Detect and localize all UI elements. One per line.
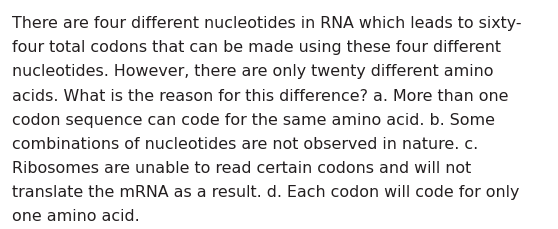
Text: one amino acid.: one amino acid. [12,208,140,223]
Text: translate the mRNA as a result. d. Each codon will code for only: translate the mRNA as a result. d. Each … [12,184,519,199]
Text: Ribosomes are unable to read certain codons and will not: Ribosomes are unable to read certain cod… [12,160,472,175]
Text: There are four different nucleotides in RNA which leads to sixty-: There are four different nucleotides in … [12,16,522,31]
Text: nucleotides. However, there are only twenty different amino: nucleotides. However, there are only twe… [12,64,494,79]
Text: combinations of nucleotides are not observed in nature. c.: combinations of nucleotides are not obse… [12,136,479,151]
Text: acids. What is the reason for this difference? a. More than one: acids. What is the reason for this diffe… [12,88,509,103]
Text: four total codons that can be made using these four different: four total codons that can be made using… [12,40,501,55]
Text: codon sequence can code for the same amino acid. b. Some: codon sequence can code for the same ami… [12,112,496,127]
